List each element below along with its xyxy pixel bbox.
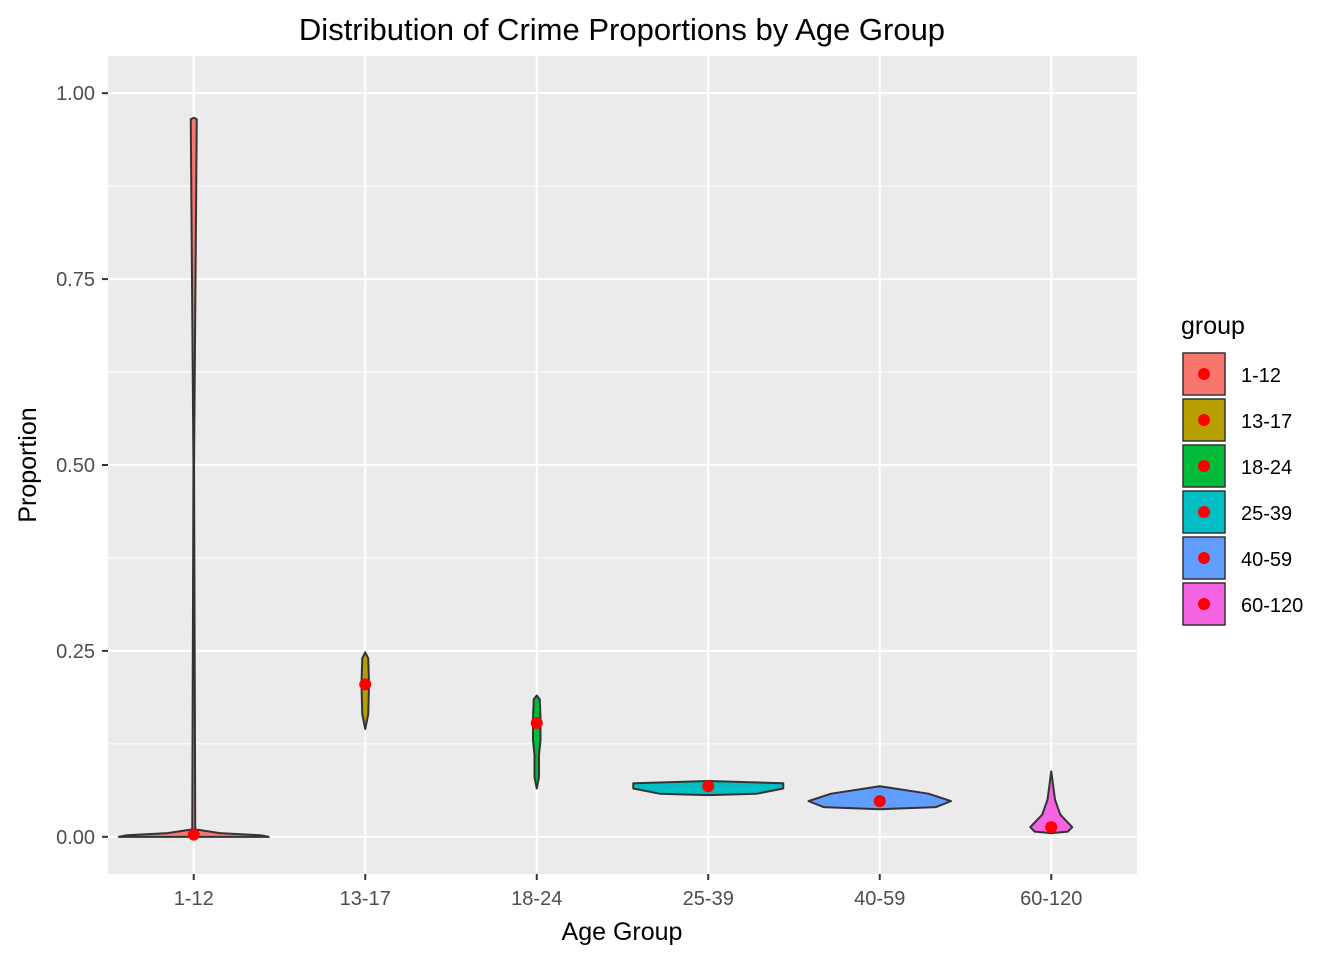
mean-point-18-24 <box>530 717 543 730</box>
legend-key-point <box>1198 368 1210 380</box>
x-tick-label: 13-17 <box>340 888 391 910</box>
minor-gridlines <box>108 185 1137 745</box>
violin-13-17 <box>360 651 370 730</box>
mean-point-25-39 <box>702 780 715 793</box>
violin-18-24 <box>532 694 542 790</box>
legend-label: 40-59 <box>1241 549 1292 571</box>
legend-key-point <box>1198 460 1210 472</box>
violin-1-12 <box>117 116 270 838</box>
legend-key-point <box>1198 552 1210 564</box>
y-tick-label: 0.75 <box>56 269 95 291</box>
mean-point-40-59 <box>873 795 886 808</box>
legend-key-25-39 <box>1182 490 1226 534</box>
legend-label: 18-24 <box>1241 457 1292 479</box>
legend-label: 1-12 <box>1241 365 1281 387</box>
x-tick-label: 60-120 <box>1020 888 1082 910</box>
y-tick-label: 0.00 <box>56 827 95 849</box>
legend: group 1-12 13-17 18-24 25-39 40-59 60-120 <box>1181 312 1303 626</box>
mean-point-1-12 <box>187 828 200 841</box>
legend-key-point <box>1198 414 1210 426</box>
y-axis: 0.00 0.25 0.50 0.75 1.00 <box>56 83 108 849</box>
legend-title: group <box>1181 312 1245 340</box>
x-axis-title: Age Group <box>562 918 683 946</box>
violin-60-120 <box>1029 770 1074 835</box>
x-axis: 1-12 13-17 18-24 25-39 40-59 60-120 <box>174 874 1082 910</box>
legend-key-point <box>1198 598 1210 610</box>
mean-points <box>187 678 1058 841</box>
mean-point-60-120 <box>1045 821 1058 834</box>
x-tick-label: 40-59 <box>854 888 905 910</box>
chart-title: Distribution of Crime Proportions by Age… <box>299 12 945 47</box>
legend-label: 25-39 <box>1241 503 1292 525</box>
legend-label: 13-17 <box>1241 411 1292 433</box>
legend-label: 60-120 <box>1241 595 1303 617</box>
mean-point-13-17 <box>359 678 372 691</box>
x-tick-label: 1-12 <box>174 888 214 910</box>
legend-key-point <box>1198 506 1210 518</box>
y-tick-label: 0.25 <box>56 641 95 663</box>
y-tick-label: 1.00 <box>56 83 95 105</box>
x-tick-label: 25-39 <box>683 888 734 910</box>
y-axis-title: Proportion <box>14 407 42 522</box>
y-tick-label: 0.50 <box>56 455 95 477</box>
x-tick-label: 18-24 <box>511 888 562 910</box>
